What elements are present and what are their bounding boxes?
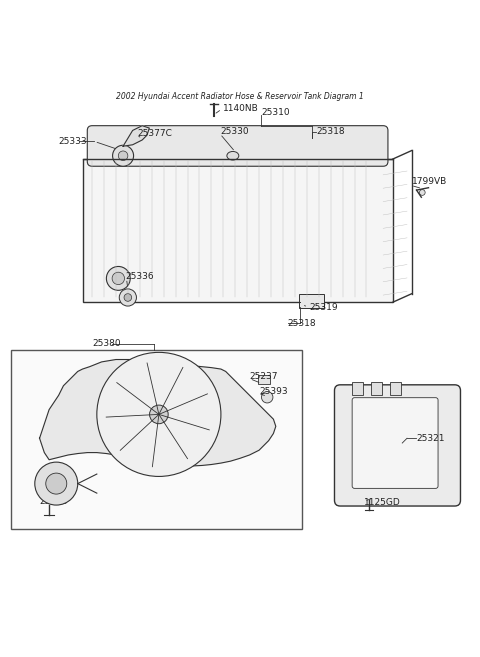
- Text: 25319: 25319: [309, 302, 338, 311]
- Text: 25330: 25330: [220, 127, 249, 137]
- Circle shape: [97, 352, 221, 476]
- Text: 25333: 25333: [59, 137, 87, 146]
- Circle shape: [107, 267, 130, 290]
- Text: 1799VB: 1799VB: [412, 177, 447, 186]
- Text: 25237: 25237: [250, 372, 278, 380]
- Text: 25377C: 25377C: [137, 129, 172, 138]
- Text: 25350: 25350: [173, 438, 202, 447]
- Circle shape: [118, 151, 128, 160]
- Text: 1140NB: 1140NB: [223, 104, 259, 114]
- FancyBboxPatch shape: [87, 125, 388, 166]
- Circle shape: [112, 272, 124, 284]
- Text: 25336: 25336: [125, 271, 154, 281]
- Text: 1125GD: 1125GD: [364, 498, 401, 507]
- Circle shape: [150, 405, 168, 424]
- Polygon shape: [39, 359, 276, 466]
- Bar: [390, 382, 401, 396]
- Circle shape: [262, 392, 273, 403]
- Circle shape: [46, 473, 67, 494]
- FancyBboxPatch shape: [335, 385, 460, 506]
- Text: 25386: 25386: [47, 482, 75, 491]
- Bar: [83, 159, 393, 302]
- Bar: [352, 382, 363, 396]
- Text: 25231: 25231: [161, 365, 190, 374]
- Polygon shape: [123, 125, 149, 147]
- Text: 25393: 25393: [259, 387, 288, 396]
- Text: 25321: 25321: [417, 434, 445, 443]
- Ellipse shape: [227, 152, 239, 160]
- Circle shape: [35, 462, 78, 505]
- FancyBboxPatch shape: [299, 294, 324, 308]
- Text: 25310: 25310: [262, 108, 290, 118]
- Text: 2002 Hyundai Accent Radiator Hose & Reservoir Tank Diagram 1: 2002 Hyundai Accent Radiator Hose & Rese…: [116, 92, 364, 101]
- Bar: [258, 374, 270, 384]
- Text: 25380: 25380: [92, 339, 120, 348]
- Circle shape: [119, 289, 136, 306]
- Circle shape: [420, 190, 425, 195]
- Bar: [371, 382, 382, 396]
- Bar: [11, 350, 302, 529]
- Circle shape: [124, 294, 132, 302]
- Text: 25318: 25318: [288, 319, 316, 328]
- FancyBboxPatch shape: [352, 397, 438, 488]
- Circle shape: [113, 145, 133, 166]
- Text: 25318: 25318: [316, 127, 345, 137]
- Text: 25395: 25395: [39, 497, 68, 506]
